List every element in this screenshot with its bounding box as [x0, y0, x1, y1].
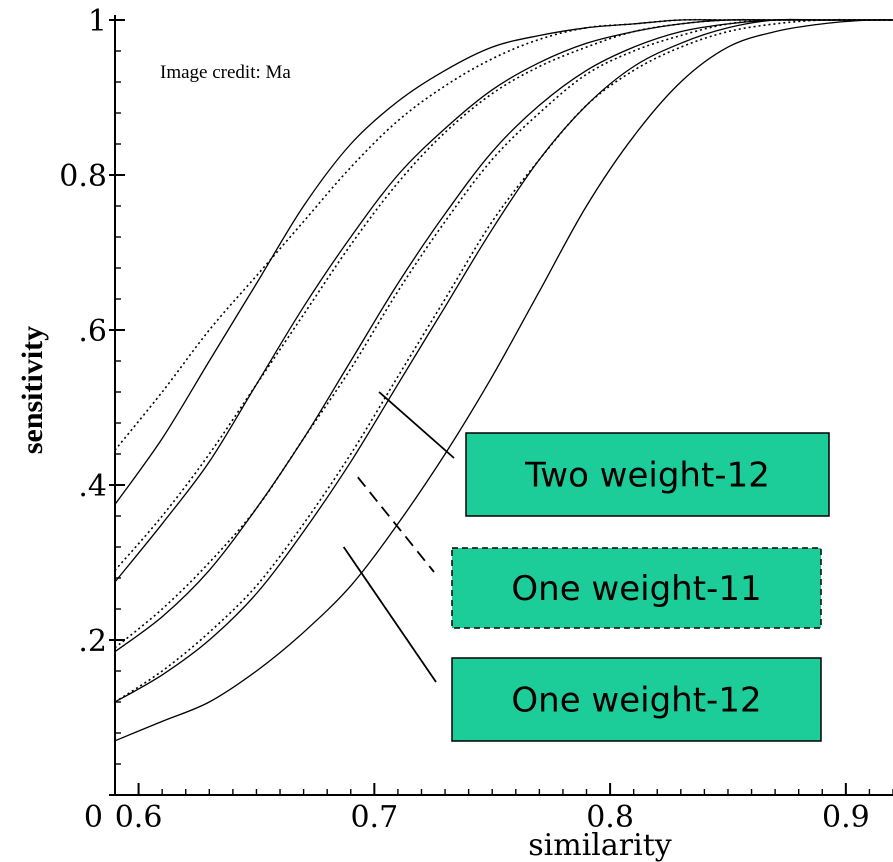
callout-label: One weight-12: [511, 681, 761, 721]
callout-box: [451, 657, 822, 742]
callout-pointer: [378, 391, 455, 459]
y-tick-label: .2: [78, 624, 107, 659]
series-line-7-solid: [114, 18, 893, 703]
origin-label: 0: [84, 800, 103, 835]
series-line-8-dotted: [114, 18, 893, 703]
y-tick-label: .6: [78, 314, 107, 349]
series-line-9-solid: [114, 19, 893, 742]
y-axis-title: sensitivity: [16, 326, 49, 454]
image-credit: Image credit: Ma: [160, 62, 291, 83]
callout-2: One weight-11: [357, 476, 822, 629]
x-tick-label: 0.6: [115, 800, 163, 835]
x-tick-label: 0.9: [822, 800, 870, 835]
callout-3: One weight-12: [342, 546, 822, 742]
series-line-2-dotted: [114, 18, 893, 451]
series-line-1-solid: [114, 19, 893, 505]
y-tick-label: 0.8: [59, 159, 107, 194]
series-layer: [114, 18, 893, 742]
callout-label: One weight-11: [511, 569, 761, 609]
x-axis-title: similarity: [528, 828, 672, 862]
callout-pointer: [357, 476, 435, 573]
callout-box: [451, 547, 822, 629]
y-tick-label: 1: [88, 4, 107, 39]
callout-layer: Two weight-12 One weight-11 One weight-12: [342, 391, 830, 742]
callout-pointer: [342, 546, 437, 683]
x-tick-label: 0.8: [586, 800, 634, 835]
callout-1: Two weight-12: [378, 391, 830, 517]
callout-box: [465, 432, 830, 517]
callout-label: Two weight-12: [524, 456, 770, 496]
series-line-4-dotted: [114, 18, 893, 571]
axes-layer: .2 .4 .6 0.8 1 0.6 0.7 0.8 0.9 0: [59, 4, 893, 835]
x-tick-label: 0.7: [350, 800, 398, 835]
y-tick-label: .4: [78, 469, 107, 504]
